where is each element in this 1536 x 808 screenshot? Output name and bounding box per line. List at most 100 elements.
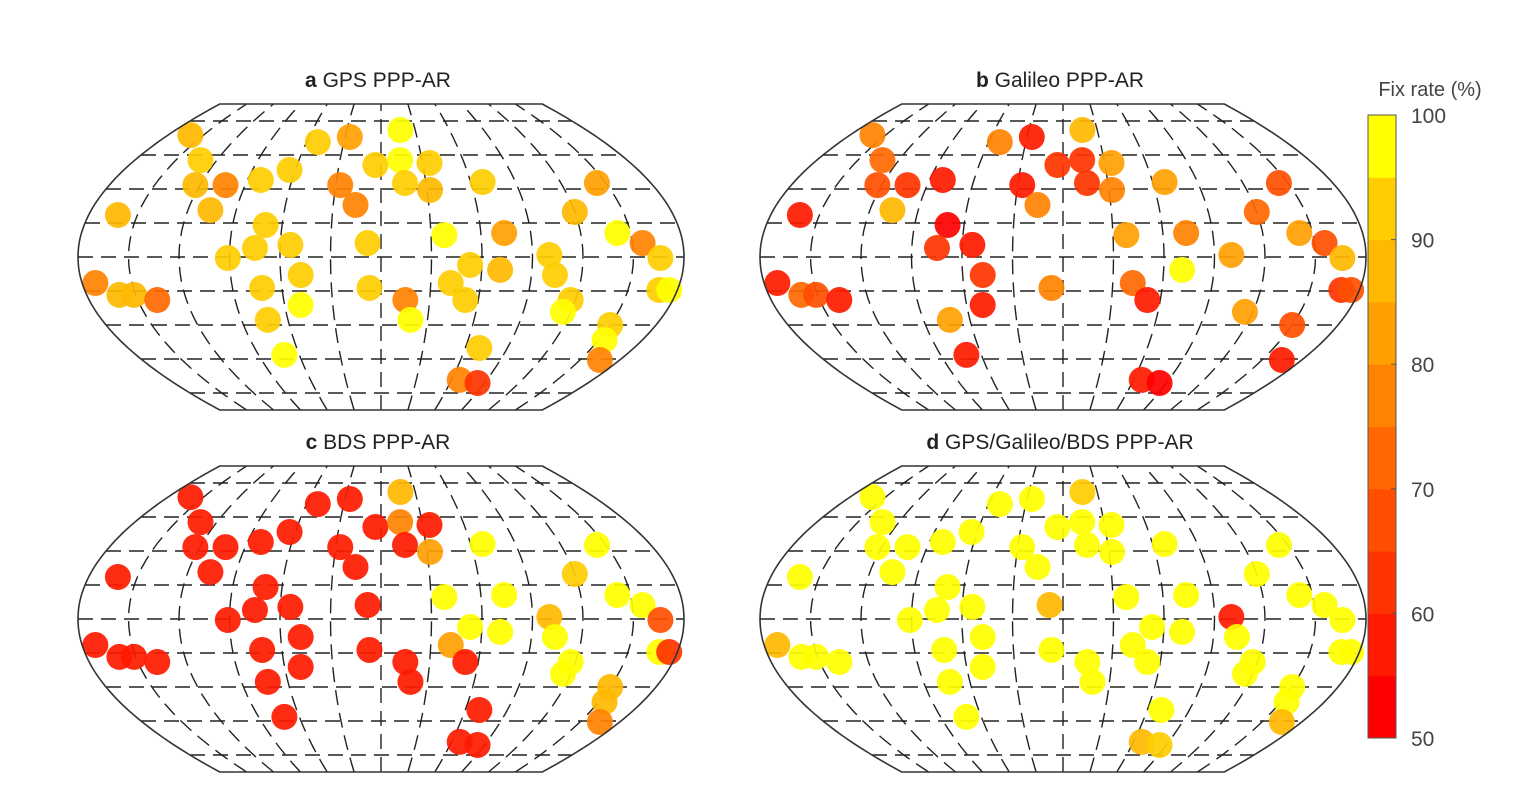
station-point: [362, 514, 389, 541]
station-point: [452, 287, 479, 314]
station-point: [629, 592, 656, 619]
station-point: [121, 643, 148, 670]
station-point: [1024, 553, 1051, 580]
station-point: [1069, 117, 1096, 144]
station-point: [786, 564, 813, 591]
station-point: [241, 596, 268, 623]
station-point: [276, 518, 303, 545]
station-point: [387, 147, 414, 174]
station-point: [586, 709, 613, 736]
station-point: [1218, 241, 1245, 268]
panel-title-text: Galileo PPP-AR: [989, 69, 1144, 92]
station-point: [541, 624, 568, 651]
meridian-line: [809, 103, 929, 411]
station-point: [197, 559, 224, 586]
colorbar-bands: [1368, 115, 1396, 739]
colorbar-tick-label: 100: [1411, 105, 1446, 128]
station-point: [287, 624, 314, 651]
station-point: [656, 638, 683, 665]
colorbar-band: [1368, 551, 1396, 614]
panel-title-text: GPS PPP-AR: [317, 69, 451, 92]
station-point: [104, 202, 131, 229]
station-point: [541, 262, 568, 289]
colorbar: Fix rate (%) 50 60 70 80 90 100: [1367, 79, 1482, 751]
station-point: [387, 479, 414, 506]
colorbar-tick-label: 60: [1411, 603, 1434, 626]
station-point: [896, 607, 923, 634]
station-point: [953, 341, 980, 368]
station-point: [959, 231, 986, 258]
station-point: [287, 653, 314, 680]
station-point: [1018, 485, 1045, 512]
panel-title: d GPS/Galileo/BDS PPP-AR: [926, 431, 1193, 454]
colorbar-tick-label: 70: [1411, 479, 1434, 502]
station-point: [342, 553, 369, 580]
station-point: [1044, 514, 1071, 541]
station-point: [934, 212, 961, 239]
panel-letter: d: [926, 431, 939, 454]
station-point: [604, 582, 631, 609]
station-point: [82, 632, 109, 659]
panel-title: a GPS PPP-AR: [305, 69, 451, 92]
station-point: [1279, 312, 1306, 338]
station-point: [869, 509, 896, 536]
station-point: [786, 202, 813, 229]
meridian-line: [434, 465, 483, 773]
station-point: [591, 326, 618, 353]
station-point: [1134, 287, 1161, 314]
station-point: [1151, 169, 1178, 196]
station-point: [487, 618, 514, 645]
station-point: [656, 276, 683, 303]
station-point: [177, 484, 204, 511]
station-point: [431, 222, 458, 249]
station-point: [1119, 270, 1146, 297]
station-point: [214, 245, 241, 272]
panel-title-text: BDS PPP-AR: [317, 431, 450, 454]
station-point: [1036, 592, 1063, 619]
station-point: [583, 532, 610, 559]
station-point: [934, 574, 961, 601]
meridian-line: [809, 465, 929, 773]
station-point: [586, 347, 613, 374]
station-point: [304, 491, 331, 518]
station-point: [1151, 531, 1178, 558]
meridian-line: [1170, 103, 1266, 411]
station-point: [864, 534, 891, 561]
station-point: [182, 534, 209, 561]
station-point: [336, 485, 363, 512]
station-point: [1018, 123, 1045, 150]
station-point: [1223, 624, 1250, 651]
meridian-line: [488, 103, 584, 411]
meridian-line: [1011, 465, 1037, 773]
station-point: [214, 607, 241, 634]
station-point: [437, 632, 464, 659]
station-point: [1338, 276, 1365, 303]
colorbar-title: Fix rate (%): [1378, 79, 1481, 101]
station-point: [241, 234, 268, 261]
map-panels: a GPS PPP-AR b Galileo PPP-AR c BDS PPP-AR…: [77, 69, 1367, 773]
colorbar-band: [1368, 613, 1396, 677]
panel-letter: c: [306, 431, 318, 454]
meridian-line: [910, 103, 983, 411]
meridian-line: [127, 103, 247, 411]
station-point: [1074, 649, 1101, 676]
station-point: [629, 230, 656, 257]
station-point: [252, 212, 279, 239]
meridian-line: [127, 465, 247, 773]
station-point: [342, 191, 369, 218]
station-point: [1265, 170, 1292, 197]
station-point: [121, 281, 148, 308]
station-point: [1146, 369, 1173, 396]
meridian-line: [329, 103, 355, 411]
meridian-line: [1116, 103, 1165, 411]
station-point: [144, 287, 171, 314]
station-point: [986, 491, 1013, 518]
station-point: [1146, 731, 1173, 758]
meridian-line: [860, 465, 956, 773]
station-point: [931, 636, 958, 663]
meridian-line: [1143, 465, 1216, 773]
colorbar-band: [1368, 239, 1396, 303]
station-point: [549, 298, 576, 325]
meridian-line: [961, 465, 1010, 773]
station-point: [1069, 509, 1096, 536]
